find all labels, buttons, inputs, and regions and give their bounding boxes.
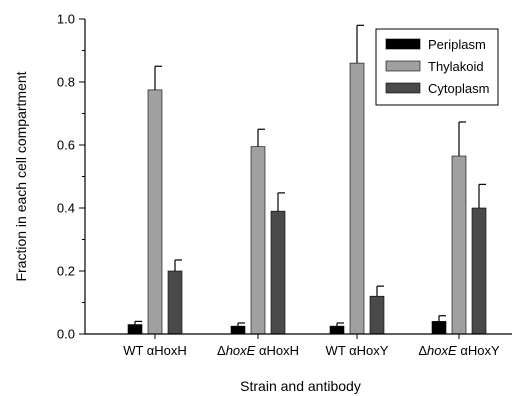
y-tick-label: 0.0 <box>57 327 75 342</box>
y-tick-label: 1.0 <box>57 12 75 27</box>
x-tick-label: WT αHoxH <box>123 343 187 358</box>
bars <box>127 24 487 335</box>
x-tick-label: ΔhoxE αHoxY <box>418 343 500 358</box>
bar-thylakoid <box>451 155 467 335</box>
legend: Periplasm Thylakoid Cytoplasm <box>375 28 499 106</box>
x-axis: WT αHoxH ΔhoxE αHoxH WT αHoxY ΔhoxE αHoxY <box>85 333 512 358</box>
legend-swatch-cytoplasm <box>385 82 421 94</box>
y-axis-title: Fraction in each cell compartment <box>13 71 29 281</box>
bar-thylakoid <box>349 62 365 335</box>
bar-cytoplasm <box>167 270 183 335</box>
y-tick-label: 0.6 <box>57 138 75 153</box>
legend-label-thylakoid: Thylakoid <box>428 59 484 74</box>
legend-label-cytoplasm: Cytoplasm <box>428 81 489 96</box>
bar-thylakoid <box>250 146 266 335</box>
bar-thylakoid <box>147 89 163 335</box>
y-axis: 0.0 0.2 0.4 0.6 0.8 1.0 <box>57 12 86 342</box>
y-tick-label: 0.8 <box>57 75 75 90</box>
x-tick-label: ΔhoxE αHoxH <box>217 343 299 358</box>
bar-periplasm <box>431 321 447 335</box>
bar-periplasm <box>127 324 143 335</box>
bar-cytoplasm <box>471 207 487 335</box>
bar-cytoplasm <box>369 295 385 335</box>
bar-periplasm <box>230 325 246 335</box>
bar-cytoplasm <box>270 210 286 335</box>
legend-swatch-periplasm <box>385 38 421 50</box>
x-axis-title: Strain and antibody <box>240 378 361 394</box>
x-tick-label: WT αHoxY <box>326 343 389 358</box>
y-tick-label: 0.2 <box>57 264 75 279</box>
bar-periplasm <box>329 325 345 335</box>
legend-swatch-thylakoid <box>385 60 421 72</box>
legend-label-periplasm: Periplasm <box>428 37 486 52</box>
y-tick-label: 0.4 <box>57 201 75 216</box>
